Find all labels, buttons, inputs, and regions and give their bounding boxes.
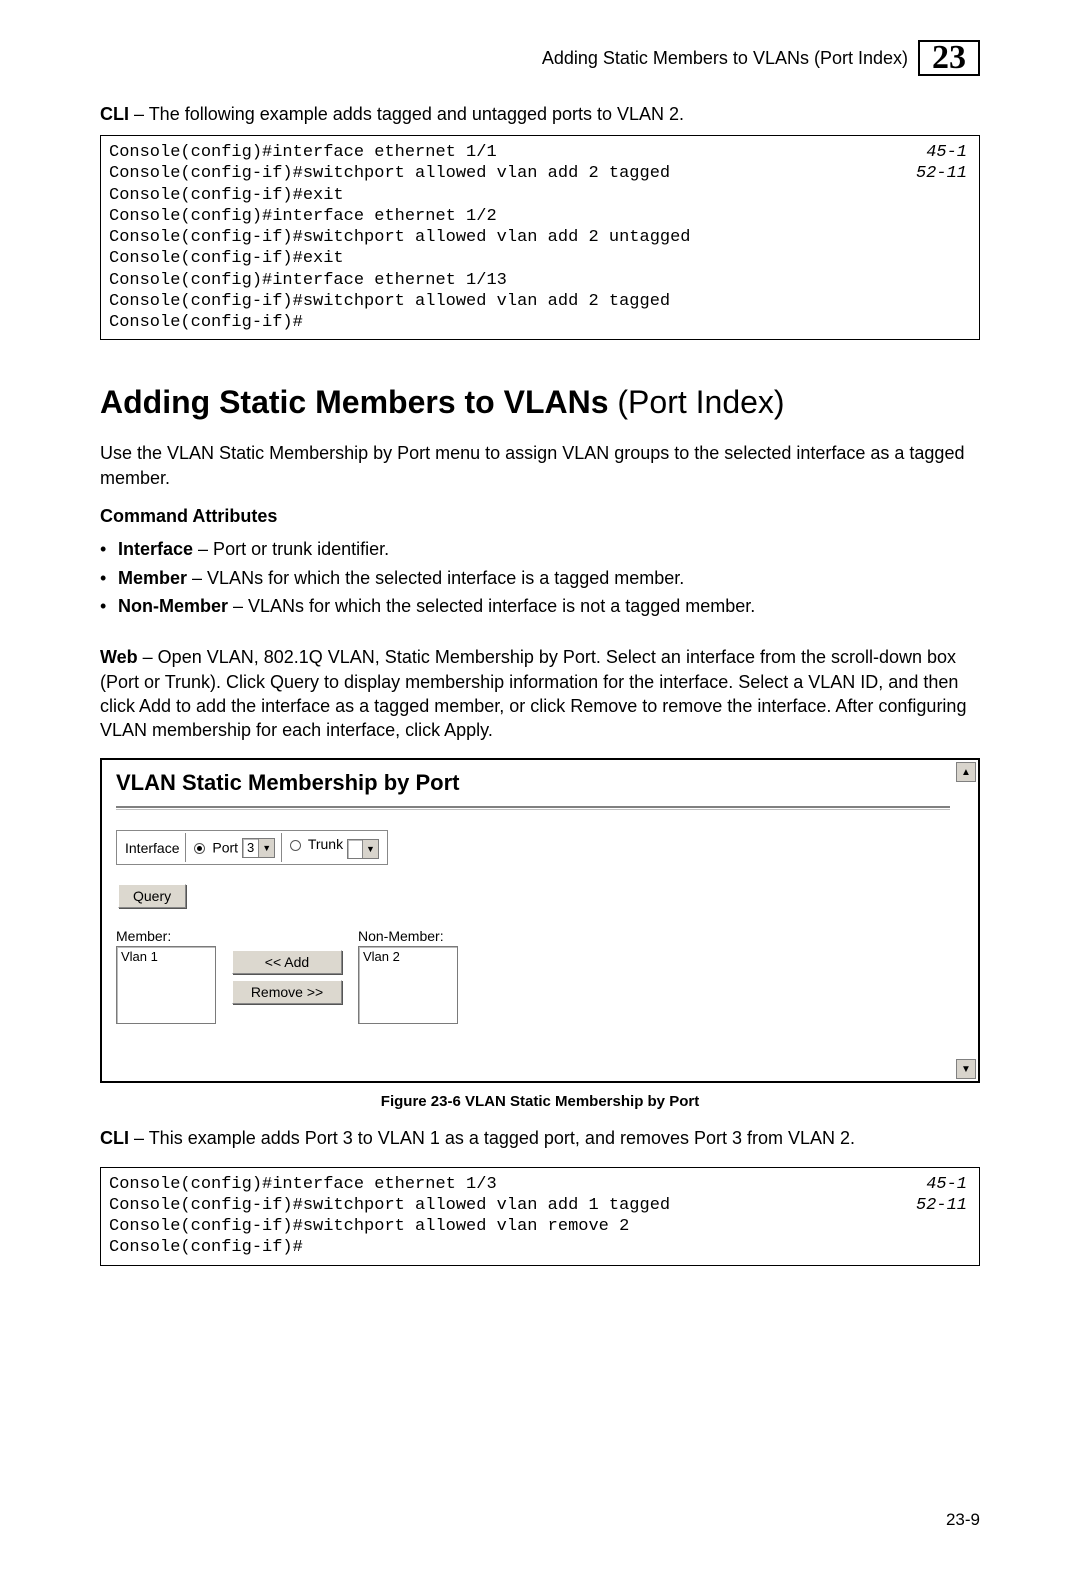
code-ref: 52-11 xyxy=(916,163,971,184)
vlan-panel: ▲ ▼ VLAN Static Membership by Port Inter… xyxy=(100,758,980,1083)
code-ref: 45-1 xyxy=(926,1174,971,1195)
port-value: 3 xyxy=(243,840,258,855)
code-text: Console(config-if)#switchport allowed vl… xyxy=(109,1216,629,1237)
attr-desc: – VLANs for which the selected interface… xyxy=(228,596,755,616)
nonmember-listbox[interactable]: Vlan 2 xyxy=(358,946,458,1024)
code-block-1: Console(config)#interface ethernet 1/1 45… xyxy=(100,135,980,340)
nonmember-label: Non-Member: xyxy=(358,928,458,944)
attr-name: Interface xyxy=(118,539,193,559)
panel-title: VLAN Static Membership by Port xyxy=(116,770,950,796)
trunk-radio[interactable] xyxy=(290,840,301,851)
attr-desc: – VLANs for which the selected interface… xyxy=(187,568,684,588)
panel-divider xyxy=(116,804,950,808)
port-radio[interactable] xyxy=(194,843,205,854)
attribute-list: Interface – Port or trunk identifier. Me… xyxy=(100,535,980,621)
member-column: Member: Vlan 1 xyxy=(116,928,216,1024)
attr-desc: – Port or trunk identifier. xyxy=(193,539,389,559)
code-text: Console(config-if)#exit xyxy=(109,248,344,269)
heading-paren: (Port Index) xyxy=(609,384,785,420)
section-heading: Adding Static Members to VLANs (Port Ind… xyxy=(100,384,980,421)
remove-button[interactable]: Remove >> xyxy=(232,980,342,1004)
port-dropdown[interactable]: 3 ▼ xyxy=(242,838,275,858)
member-label: Member: xyxy=(116,928,216,944)
scroll-down-icon[interactable]: ▼ xyxy=(956,1059,976,1079)
web-rest: – Open VLAN, 802.1Q VLAN, Static Members… xyxy=(100,647,966,740)
interface-label: Interface xyxy=(119,833,186,862)
list-item: Member – VLANs for which the selected in… xyxy=(100,564,980,593)
page-header: Adding Static Members to VLANs (Port Ind… xyxy=(100,40,980,76)
cli-bold: CLI xyxy=(100,1128,129,1148)
code-ref xyxy=(967,227,971,248)
heading-bold: Adding Static Members to VLANs xyxy=(100,384,609,420)
code-block-2: Console(config)#interface ethernet 1/3 45… xyxy=(100,1167,980,1266)
code-ref xyxy=(967,248,971,269)
code-ref: 45-1 xyxy=(926,142,971,163)
code-text: Console(config-if)#exit xyxy=(109,185,344,206)
trunk-dropdown[interactable]: ▼ xyxy=(347,839,379,859)
code-ref: 52-11 xyxy=(916,1195,971,1216)
trunk-label: Trunk xyxy=(308,836,343,852)
code-text: Console(config-if)#switchport allowed vl… xyxy=(109,1195,670,1216)
code-ref xyxy=(967,1216,971,1237)
cli-rest: – The following example adds tagged and … xyxy=(129,104,684,124)
code-text: Console(config-if)#switchport allowed vl… xyxy=(109,227,691,248)
code-ref xyxy=(967,206,971,227)
nonmember-column: Non-Member: Vlan 2 xyxy=(358,928,458,1024)
cli-rest: – This example adds Port 3 to VLAN 1 as … xyxy=(129,1128,855,1148)
chapter-badge: 23 xyxy=(918,40,980,76)
intro-paragraph: Use the VLAN Static Membership by Port m… xyxy=(100,441,980,490)
code-text: Console(config-if)#switchport allowed vl… xyxy=(109,291,670,312)
cli-intro-2: CLI – This example adds Port 3 to VLAN 1… xyxy=(100,1126,980,1150)
code-text: Console(config)#interface ethernet 1/3 xyxy=(109,1174,497,1195)
code-text: Console(config)#interface ethernet 1/2 xyxy=(109,206,497,227)
code-text: Console(config-if)#switchport allowed vl… xyxy=(109,163,670,184)
port-label: Port xyxy=(212,839,238,855)
header-breadcrumb: Adding Static Members to VLANs (Port Ind… xyxy=(542,48,908,69)
code-text: Console(config)#interface ethernet 1/13 xyxy=(109,270,507,291)
list-item: Non-Member – VLANs for which the selecte… xyxy=(100,592,980,621)
cli-intro-1: CLI – The following example adds tagged … xyxy=(100,104,980,125)
command-attributes-heading: Command Attributes xyxy=(100,506,980,527)
cli-bold: CLI xyxy=(100,104,129,124)
web-bold: Web xyxy=(100,647,138,667)
attr-name: Non-Member xyxy=(118,596,228,616)
query-button[interactable]: Query xyxy=(118,884,186,908)
interface-selector: Interface Port 3 ▼ Trunk xyxy=(116,830,388,865)
chapter-number: 23 xyxy=(932,41,966,75)
attr-name: Member xyxy=(118,568,187,588)
code-ref xyxy=(967,312,971,333)
code-ref xyxy=(967,270,971,291)
chevron-down-icon: ▼ xyxy=(258,839,274,857)
list-item: Interface – Port or trunk identifier. xyxy=(100,535,980,564)
code-ref xyxy=(967,185,971,206)
list-item[interactable]: Vlan 2 xyxy=(363,949,453,964)
figure-caption: Figure 23-6 VLAN Static Membership by Po… xyxy=(100,1093,980,1110)
chevron-down-icon: ▼ xyxy=(362,840,378,858)
member-listbox[interactable]: Vlan 1 xyxy=(116,946,216,1024)
code-text: Console(config-if)# xyxy=(109,1237,303,1258)
transfer-buttons: << Add Remove >> xyxy=(216,928,358,1004)
code-text: Console(config-if)# xyxy=(109,312,303,333)
code-text: Console(config)#interface ethernet 1/1 xyxy=(109,142,497,163)
add-button[interactable]: << Add xyxy=(232,950,342,974)
web-paragraph: Web – Open VLAN, 802.1Q VLAN, Static Mem… xyxy=(100,645,980,742)
list-item[interactable]: Vlan 1 xyxy=(121,949,211,964)
code-ref xyxy=(967,1237,971,1258)
page-number: 23-9 xyxy=(946,1510,980,1530)
scroll-up-icon[interactable]: ▲ xyxy=(956,762,976,782)
code-ref xyxy=(967,291,971,312)
